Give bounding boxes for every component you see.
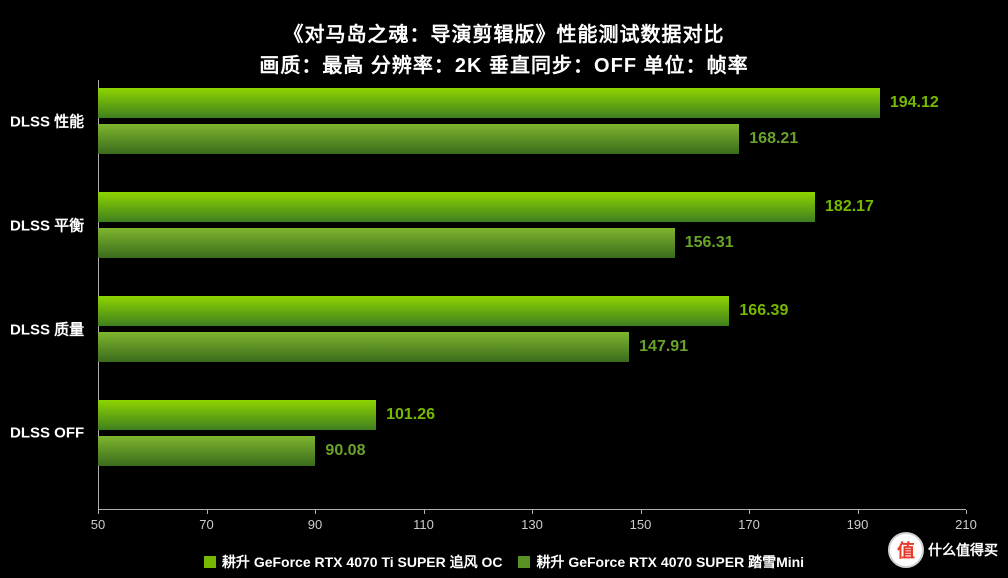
x-tick-label: 50 [91, 517, 105, 532]
bar [98, 124, 739, 154]
bar-value-label: 194.12 [890, 94, 939, 112]
x-tick-label: 90 [308, 517, 322, 532]
watermark-icon: 值 [888, 532, 924, 568]
category-label: DLSS OFF [10, 425, 92, 442]
x-tick-label: 70 [199, 517, 213, 532]
legend: 耕升 GeForce RTX 4070 Ti SUPER 追风 OC 耕升 Ge… [0, 552, 1008, 572]
bar-value-label: 166.39 [739, 302, 788, 320]
bar [98, 400, 376, 430]
x-tick [315, 510, 316, 514]
x-tick [207, 510, 208, 514]
legend-swatch-0 [204, 556, 216, 568]
bar [98, 88, 880, 118]
category-label: DLSS 平衡 [10, 215, 92, 236]
x-tick [424, 510, 425, 514]
title-line-2: 画质：最高 分辨率：2K 垂直同步：OFF 单位：帧率 [0, 49, 1008, 78]
bar-value-label: 147.91 [639, 338, 688, 356]
legend-item-1: 耕升 GeForce RTX 4070 SUPER 踏雪Mini [518, 552, 804, 572]
bar [98, 296, 729, 326]
x-tick-label: 190 [847, 517, 869, 532]
legend-item-0: 耕升 GeForce RTX 4070 Ti SUPER 追风 OC [204, 552, 503, 572]
x-tick [98, 510, 99, 514]
bar-value-label: 101.26 [386, 406, 435, 424]
plot-area: 507090110130150170190210 DLSS 性能194.1216… [98, 80, 966, 510]
legend-label-1: 耕升 GeForce RTX 4070 SUPER 踏雪Mini [536, 552, 804, 572]
legend-swatch-1 [518, 556, 530, 568]
chart-title: 《对马岛之魂：导演剪辑版》性能测试数据对比 画质：最高 分辨率：2K 垂直同步：… [0, 0, 1008, 78]
bar [98, 192, 815, 222]
x-tick [641, 510, 642, 514]
bar [98, 228, 675, 258]
bar-value-label: 182.17 [825, 198, 874, 216]
bar-value-label: 156.31 [685, 234, 734, 252]
chart-container: 《对马岛之魂：导演剪辑版》性能测试数据对比 画质：最高 分辨率：2K 垂直同步：… [0, 0, 1008, 578]
x-tick-label: 130 [521, 517, 543, 532]
bar [98, 436, 315, 466]
x-tick [532, 510, 533, 514]
bar-value-label: 90.08 [325, 442, 365, 460]
bar [98, 332, 629, 362]
category-label: DLSS 质量 [10, 319, 92, 340]
x-tick [749, 510, 750, 514]
x-tick-label: 110 [413, 517, 434, 532]
legend-label-0: 耕升 GeForce RTX 4070 Ti SUPER 追风 OC [222, 552, 503, 572]
bar-value-label: 168.21 [749, 130, 798, 148]
x-tick [858, 510, 859, 514]
category-label: DLSS 性能 [10, 111, 92, 132]
watermark-label: 什么值得买 [928, 540, 998, 560]
x-tick-label: 150 [630, 517, 652, 532]
watermark: 值 什么值得买 [888, 532, 998, 568]
x-tick [966, 510, 967, 514]
title-line-1: 《对马岛之魂：导演剪辑版》性能测试数据对比 [0, 18, 1008, 47]
x-tick-label: 170 [738, 517, 760, 532]
x-tick-label: 210 [955, 517, 977, 532]
